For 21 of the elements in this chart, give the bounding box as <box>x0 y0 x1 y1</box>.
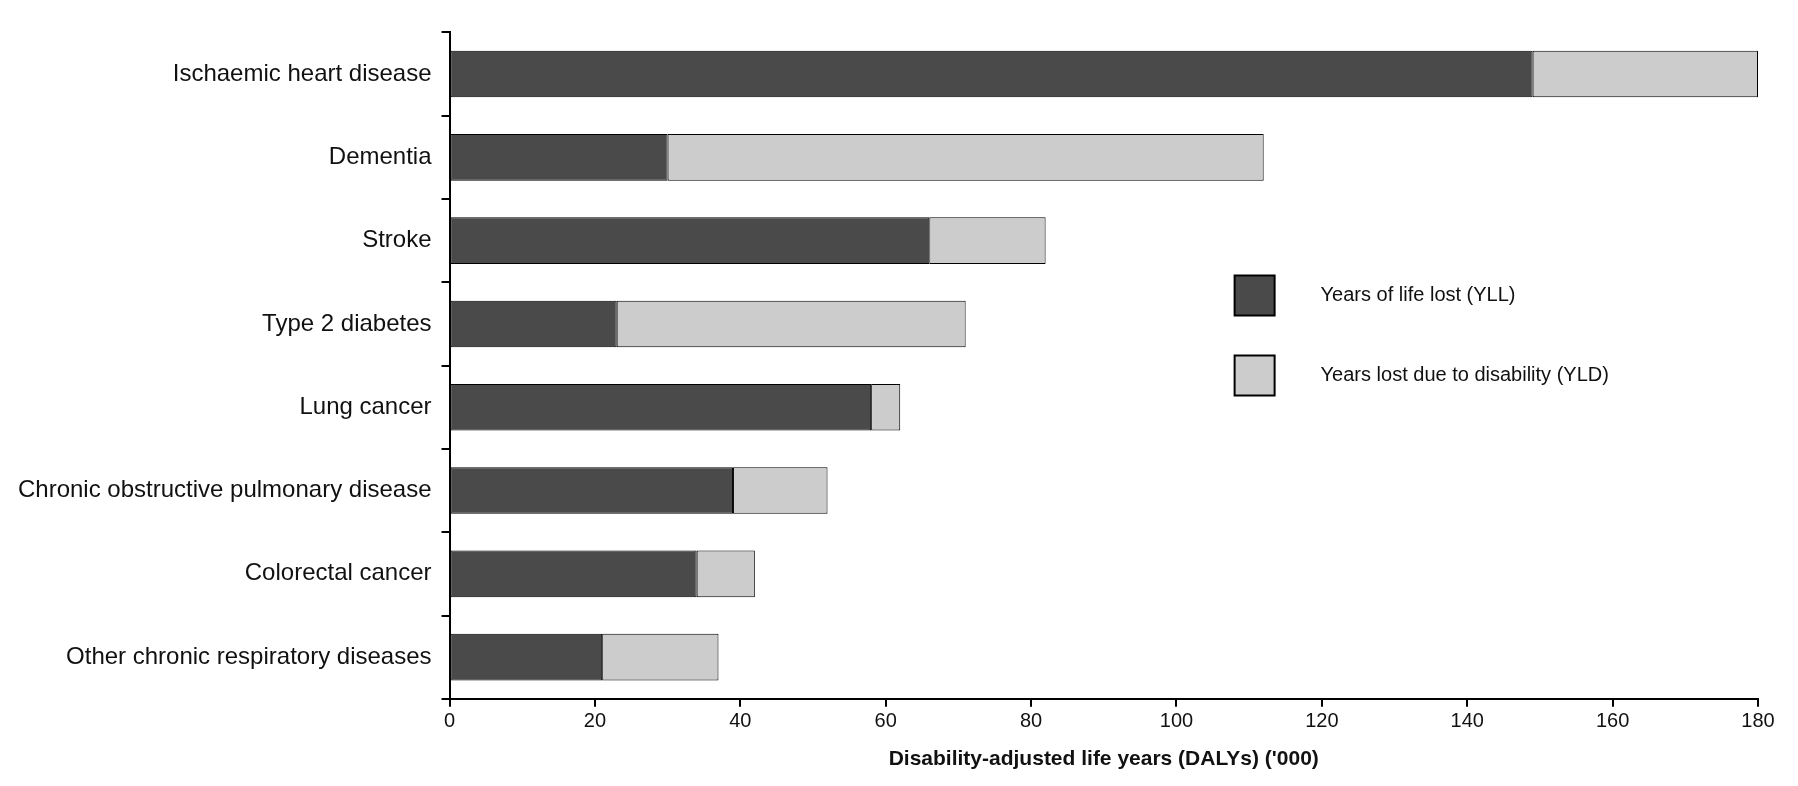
y-tick-label: Colorectal cancer <box>244 558 432 586</box>
x-tick-label: 60 <box>874 709 897 732</box>
x-axis-title: Disability-adjusted life years (DALYs) ('000) <box>888 746 1319 770</box>
x-tick-label: 0 <box>443 709 456 732</box>
y-tick-label: Chronic obstructive pulmonary disease <box>18 475 432 503</box>
x-tick-label: 80 <box>1019 709 1043 732</box>
y-tick-label: Lung cancer <box>299 391 432 419</box>
y-tick-label: Other chronic respiratory diseases <box>66 641 432 669</box>
y-tick-label: Type 2 diabetes <box>262 308 432 336</box>
x-tick-label: 160 <box>1595 709 1630 732</box>
legend-label: Years of life lost (YLL) <box>1320 283 1516 306</box>
y-tick-label: Ischaemic heart disease <box>172 58 432 86</box>
x-tick-label: 180 <box>1741 709 1775 732</box>
x-tick-label: 140 <box>1450 709 1484 732</box>
x-tick-label: 100 <box>1159 709 1194 732</box>
legend-label: Years lost due to disability (YLD) <box>1320 363 1609 386</box>
x-tick-label: 40 <box>729 709 752 732</box>
y-tick-label: Dementia <box>328 141 433 169</box>
x-tick-label: 120 <box>1305 709 1339 732</box>
y-tick-label: Stroke <box>362 225 432 253</box>
x-tick-label: 20 <box>583 709 607 732</box>
